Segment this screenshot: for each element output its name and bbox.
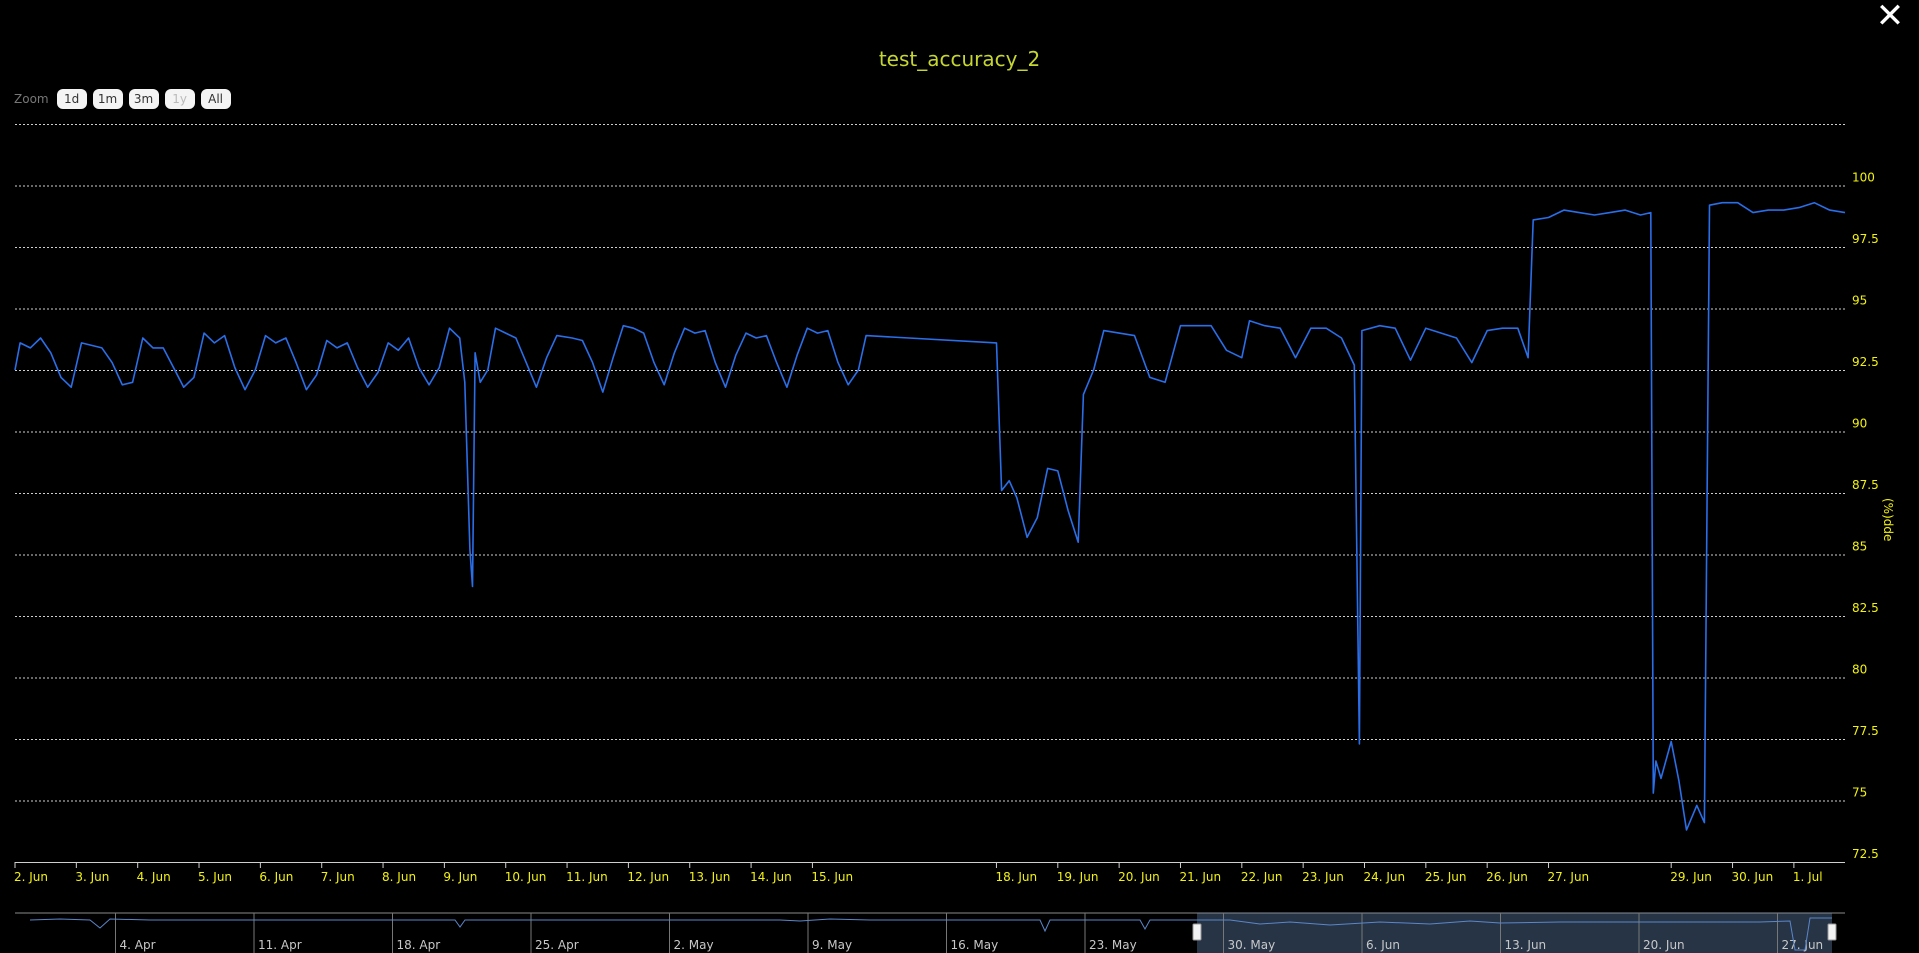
navigator[interactable]: 4. Apr 11. Apr 18. Apr 25. Apr 2. May 9. May 1… <box>15 912 1845 953</box>
navigator-label: 4. Apr <box>120 938 156 952</box>
x-tick-label: 18. Jun <box>995 870 1037 884</box>
y-tick-label: 92.5 <box>1852 355 1879 369</box>
x-tick-label: 20. Jun <box>1118 870 1160 884</box>
x-tick-label: 7. Jun <box>321 870 355 884</box>
x-tick-label: 25. Jun <box>1425 870 1467 884</box>
zoom-all-button[interactable]: All <box>200 89 231 109</box>
y-tick-label: 82.5 <box>1852 601 1879 615</box>
x-tick-label: 11. Jun <box>566 870 608 884</box>
x-tick-label: 19. Jun <box>1057 870 1099 884</box>
x-axis-ticks: 2. Jun 3. Jun 4. Jun 5. Jun 6. Jun 7. Jun 8. J… <box>14 862 1823 884</box>
y-tick-label: 100 <box>1852 171 1875 185</box>
x-tick-label: 9. Jun <box>443 870 477 884</box>
navigator-label: 16. May <box>951 938 999 952</box>
x-tick-label: 8. Jun <box>382 870 416 884</box>
y-tick-label: 87.5 <box>1852 478 1879 492</box>
navigator-handle-left[interactable] <box>1192 923 1202 941</box>
zoom-label: Zoom <box>14 92 49 106</box>
y-axis-label: (%)dde <box>1881 498 1895 541</box>
navigator-label: 6. Jun <box>1366 938 1400 952</box>
navigator-selection[interactable] <box>1197 913 1832 953</box>
x-tick-label: 24. Jun <box>1363 870 1405 884</box>
x-tick-label: 1. Jul <box>1793 870 1823 884</box>
x-tick-label: 29. Jun <box>1670 870 1712 884</box>
y-tick-label: 75 <box>1852 786 1867 800</box>
x-tick-label: 23. Jun <box>1302 870 1344 884</box>
x-tick-label: 15. Jun <box>811 870 853 884</box>
y-tick-label: 95 <box>1852 294 1867 308</box>
chart-title: test_accuracy_2 <box>878 47 1041 71</box>
zoom-toolbar: Zoom 1d 1m 3m 1y All <box>14 89 231 109</box>
y-tick-label: 90 <box>1852 417 1867 431</box>
x-tick-label: 22. Jun <box>1241 870 1283 884</box>
navigator-label: 13. Jun <box>1505 938 1547 952</box>
y-axis-ticks: 72.5 75 77.5 80 82.5 85 87.5 90 92.5 95 97.5 100 <box>1852 171 1879 862</box>
zoom-1y-button: 1y <box>164 89 195 109</box>
y-tick-label: 77.5 <box>1852 724 1879 738</box>
x-tick-label: 3. Jun <box>75 870 109 884</box>
navigator-label: 25. Apr <box>535 938 579 952</box>
x-tick-label: 26. Jun <box>1486 870 1528 884</box>
navigator-label: 9. May <box>812 938 852 952</box>
navigator-label: 30. May <box>1228 938 1276 952</box>
x-tick-label: 14. Jun <box>750 870 792 884</box>
zoom-1d-button[interactable]: 1d <box>56 89 87 109</box>
x-tick-label: 6. Jun <box>259 870 293 884</box>
x-tick-label: 10. Jun <box>505 870 547 884</box>
zoom-1m-button[interactable]: 1m <box>92 89 123 109</box>
navigator-label: 20. Jun <box>1643 938 1685 952</box>
y-tick-label: 97.5 <box>1852 232 1879 246</box>
x-tick-label: 27. Jun <box>1548 870 1590 884</box>
x-tick-label: 5. Jun <box>198 870 232 884</box>
navigator-label: 2. May <box>674 938 714 952</box>
y-tick-label: 85 <box>1852 540 1867 554</box>
close-icon[interactable]: ✕ <box>1875 0 1905 36</box>
x-tick-label: 30. Jun <box>1732 870 1774 884</box>
navigator-label: 23. May <box>1089 938 1137 952</box>
navigator-series <box>29 917 1832 951</box>
grid-lines <box>15 124 1845 863</box>
navigator-label: 11. Apr <box>258 938 302 952</box>
zoom-3m-button[interactable]: 3m <box>128 89 159 109</box>
x-tick-label: 21. Jun <box>1179 870 1221 884</box>
x-tick-label: 4. Jun <box>137 870 171 884</box>
x-tick-label: 13. Jun <box>689 870 731 884</box>
x-tick-label: 2. Jun <box>14 870 48 884</box>
navigator-label: 27. Jun <box>1782 938 1824 952</box>
y-tick-label: 72.5 <box>1852 847 1879 861</box>
series-line <box>14 201 1846 831</box>
navigator-label: 18. Apr <box>397 938 441 952</box>
x-tick-label: 12. Jun <box>627 870 669 884</box>
navigator-handle-right[interactable] <box>1827 923 1837 941</box>
y-tick-label: 80 <box>1852 663 1867 677</box>
series-group <box>14 201 1846 831</box>
